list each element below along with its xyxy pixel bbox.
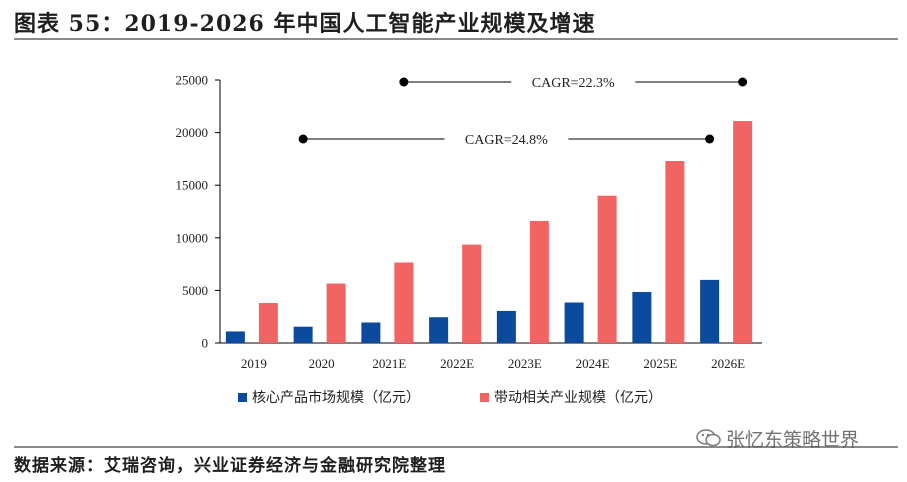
x-tick-label: 2026E [711, 356, 745, 371]
data-source: 数据来源：艾瑞咨询，兴业证券经济与金融研究院整理 [14, 456, 446, 476]
cagr-dot [298, 134, 308, 144]
cagr-dot [399, 77, 409, 87]
legend-swatch [238, 393, 247, 402]
bar-core [429, 317, 449, 343]
legend-swatch [480, 393, 489, 402]
watermark-text: 张忆东策略世界 [726, 429, 860, 451]
bar-core [361, 322, 381, 343]
x-tick-label: 2023E [508, 356, 542, 371]
bar-core [225, 331, 245, 343]
bar-related [597, 195, 617, 343]
x-tick-label: 2022E [440, 356, 474, 371]
bar-core [293, 326, 313, 343]
bar-core [564, 302, 584, 343]
cagr-dot [705, 134, 715, 144]
cagr-annotations: CAGR=22.3% CAGR=24.8% [298, 76, 748, 148]
bar-related [665, 161, 685, 343]
bottom-divider [14, 446, 898, 448]
y-tick-label: 25000 [176, 73, 209, 88]
cagr-label: CAGR=24.8% [465, 133, 548, 148]
bars [225, 121, 753, 343]
x-tick-label: 2020 [309, 356, 335, 371]
y-tick-label: 5000 [182, 283, 208, 298]
y-tick-label: 20000 [176, 125, 209, 140]
bar-related [462, 244, 482, 343]
cagr-label: CAGR=22.3% [532, 76, 615, 91]
legend: 核心产品市场规模（亿元） 带动相关产业规模（亿元） [238, 389, 662, 406]
y-tick-label: 0 [202, 336, 209, 351]
bar-related [258, 303, 278, 343]
y-tick-label: 10000 [176, 230, 209, 245]
x-tick-label: 2021E [372, 356, 406, 371]
bar-core [632, 291, 652, 343]
x-tick-label: 2025E [643, 356, 677, 371]
x-tick-label: 2019 [241, 356, 267, 371]
top-divider [14, 38, 898, 40]
x-tick-label: 2024E [576, 356, 610, 371]
bar-related [529, 220, 549, 343]
bar-related [326, 283, 346, 343]
chart-title: 图表 55：2019-2026 年中国人工智能产业规模及增速 [14, 11, 596, 37]
y-tick-label: 15000 [176, 178, 209, 193]
bar-core [496, 310, 516, 343]
wechat-icon [696, 429, 721, 447]
legend-label: 核心产品市场规模（亿元） [252, 389, 420, 406]
cagr-dot [738, 77, 748, 87]
bar-related [733, 121, 753, 343]
bar-related [394, 262, 414, 343]
bar-core [700, 279, 720, 343]
legend-label: 带动相关产业规模（亿元） [494, 390, 662, 406]
